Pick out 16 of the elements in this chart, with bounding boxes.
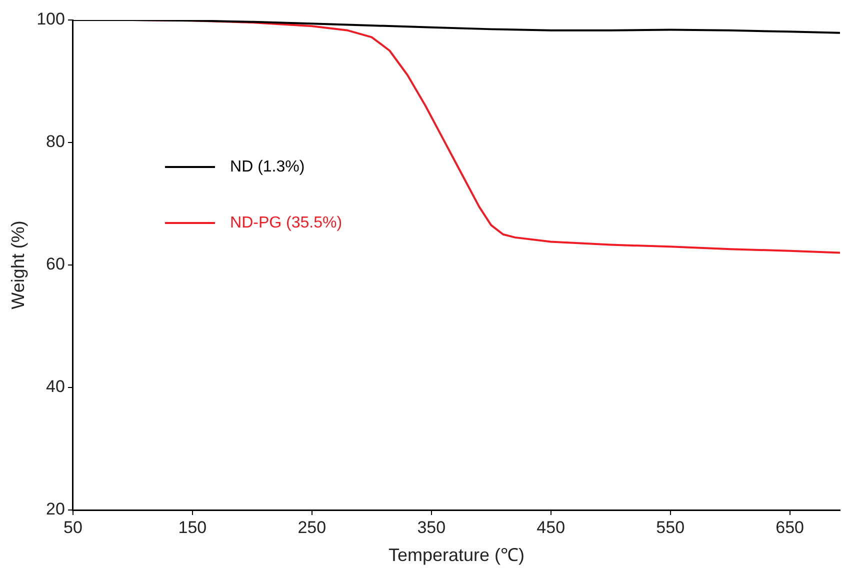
legend-label: ND (1.3%) [230,158,305,176]
x-tick-label: 150 [178,518,207,537]
x-tick-label: 550 [656,518,685,537]
y-tick-label: 40 [46,377,65,396]
x-tick-label: 250 [298,518,326,537]
y-tick-label: 80 [46,132,65,152]
x-tick-label: 650 [776,518,804,537]
x-axis-title: Temperature (℃) [388,545,525,566]
y-tick-label: 20 [46,500,65,519]
x-tick-label: 50 [64,518,82,537]
x-tick-label: 350 [417,518,446,537]
legend-label: ND-PG (35.5%) [230,214,342,232]
y-tick-label: 100 [36,10,65,29]
y-axis-title: Weight (%) [8,220,28,310]
x-tick-label: 450 [536,518,566,537]
y-tick-label: 60 [46,254,65,274]
